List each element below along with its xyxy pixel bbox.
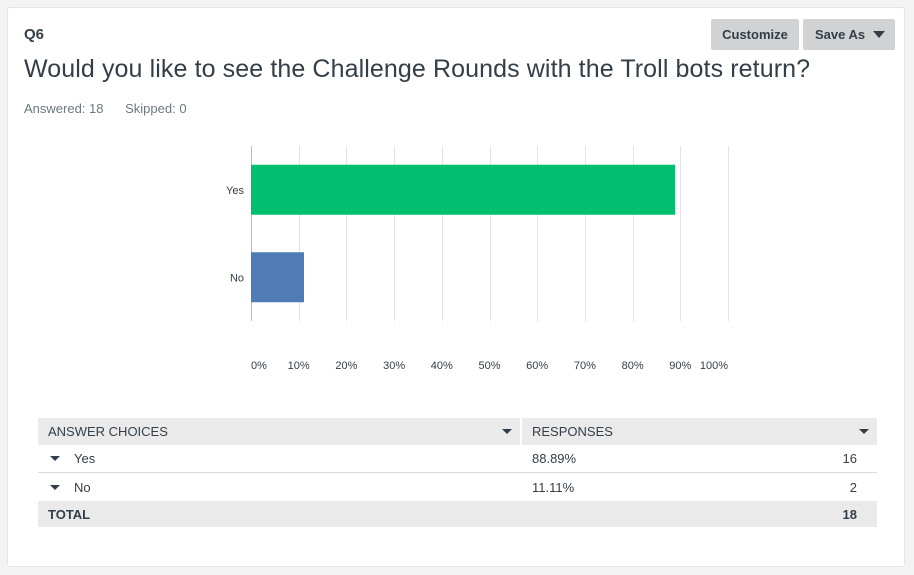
answer-choice-label: Yes	[74, 451, 96, 466]
table-row: Yes 88.89% 16	[38, 445, 877, 473]
response-count: 2	[849, 479, 857, 495]
category-label: Yes	[226, 185, 244, 197]
x-tick-label: 10%	[288, 360, 310, 371]
response-count: 16	[842, 451, 857, 466]
total-label: TOTAL	[48, 506, 91, 522]
response-percent: 88.89%	[532, 451, 577, 466]
x-tick-label: 20%	[335, 360, 357, 371]
question-title: Would you like to see the Challenge Roun…	[24, 55, 811, 83]
bar-yes	[251, 164, 676, 215]
x-tick-label: 70%	[574, 360, 596, 371]
response-percent: 11.11%	[532, 479, 575, 495]
response-cell: 11.11% 2	[522, 480, 877, 495]
customize-button[interactable]: Customize	[711, 19, 799, 50]
x-tick-label: 90%	[669, 360, 691, 371]
chevron-down-icon	[873, 31, 886, 38]
bar-chart: Yes No 0% 10% 20% 30% 40% 50% 60% 70% 80% 90% 100%	[208, 136, 738, 371]
x-tick-label: 0%	[251, 360, 267, 371]
chart-svg: Yes No 0% 10% 20% 30% 40% 50% 60% 70% 80% 90% 100%	[226, 146, 729, 371]
x-tick-label: 100%	[700, 360, 728, 371]
expand-caret-icon[interactable]	[50, 456, 60, 461]
response-cell: 88.89% 16	[522, 451, 877, 466]
x-tick-label: 40%	[431, 360, 453, 371]
table-header-row: ANSWER CHOICES RESPONSES	[38, 418, 877, 445]
skipped-count: Skipped: 0	[125, 101, 187, 116]
sort-caret-icon[interactable]	[502, 429, 512, 434]
table-row: No 11.11% 2	[38, 473, 877, 501]
total-count: 18	[842, 506, 857, 522]
responses-table: ANSWER CHOICES RESPONSES Yes 88.89% 16 N…	[38, 418, 877, 527]
total-label-cell: TOTAL	[38, 507, 522, 522]
answered-count: Answered: 18	[24, 101, 104, 116]
responses-header-label: RESPONSES	[532, 424, 613, 439]
x-tick-label: 30%	[383, 360, 405, 371]
category-label: No	[230, 272, 244, 284]
save-as-button[interactable]: Save As	[803, 19, 895, 50]
answer-choice-cell: Yes	[38, 451, 522, 466]
question-number: Q6	[24, 26, 45, 43]
bar-no	[251, 252, 304, 303]
save-as-label: Save As	[815, 27, 866, 42]
answer-choice-label: No	[74, 479, 91, 495]
x-tick-label: 50%	[478, 360, 500, 371]
answer-choices-header[interactable]: ANSWER CHOICES	[38, 418, 522, 445]
response-stats: Answered: 18 Skipped: 0	[24, 101, 205, 116]
x-tick-label: 60%	[526, 360, 548, 371]
answer-choice-cell: No	[38, 480, 522, 495]
x-tick-label: 80%	[622, 360, 644, 371]
responses-header[interactable]: RESPONSES	[522, 418, 877, 445]
answer-choices-header-label: ANSWER CHOICES	[48, 424, 168, 439]
expand-caret-icon[interactable]	[50, 484, 60, 490]
question-card: Q6 Customize Save As Would you like to s…	[7, 7, 905, 567]
table-total-row: TOTAL 18	[38, 501, 877, 527]
sort-caret-icon[interactable]	[859, 429, 869, 434]
